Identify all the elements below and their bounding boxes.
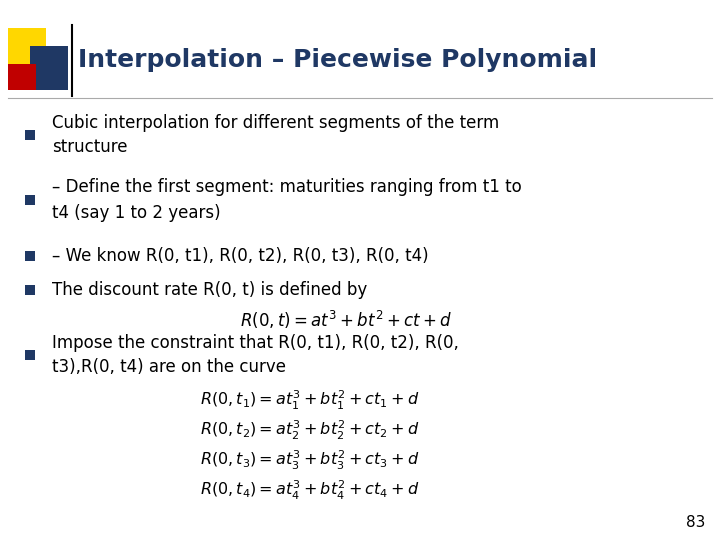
Text: Interpolation – Piecewise Polynomial: Interpolation – Piecewise Polynomial [78, 48, 597, 72]
Text: Cubic interpolation for different segments of the term
structure: Cubic interpolation for different segmen… [52, 113, 499, 157]
Text: $R(0,t_3) = at_3^3 + bt_3^2 + ct_3 + d$: $R(0,t_3) = at_3^3 + bt_3^2 + ct_3 + d$ [200, 448, 419, 471]
Bar [8, 64, 36, 90]
Bar [8, 28, 46, 70]
Bar [25, 285, 35, 295]
Bar [25, 195, 35, 205]
Bar [25, 251, 35, 261]
Bar [30, 46, 68, 90]
Text: $R(0,t) = at^3 + bt^2 + ct + d$: $R(0,t) = at^3 + bt^2 + ct + d$ [240, 309, 452, 331]
Text: The discount rate R(0, t) is defined by: The discount rate R(0, t) is defined by [52, 281, 367, 299]
Text: $R(0,t_2) = at_2^3 + bt_2^2 + ct_2 + d$: $R(0,t_2) = at_2^3 + bt_2^2 + ct_2 + d$ [200, 418, 419, 442]
Bar [25, 350, 35, 360]
Text: – Define the first segment: maturities ranging from t1 to
t4 (say 1 to 2 years): – Define the first segment: maturities r… [52, 179, 522, 221]
Text: $R(0,t_1) = at_1^3 + bt_1^2 + ct_1 + d$: $R(0,t_1) = at_1^3 + bt_1^2 + ct_1 + d$ [200, 388, 419, 411]
Text: $R(0,t_4) = at_4^3 + bt_4^2 + ct_4 + d$: $R(0,t_4) = at_4^3 + bt_4^2 + ct_4 + d$ [200, 478, 419, 502]
Bar [25, 130, 35, 140]
Text: 83: 83 [685, 515, 705, 530]
Text: Impose the constraint that R(0, t1), R(0, t2), R(0,
t3),R(0, t4) are on the curv: Impose the constraint that R(0, t1), R(0… [52, 334, 459, 376]
Text: – We know R(0, t1), R(0, t2), R(0, t3), R(0, t4): – We know R(0, t1), R(0, t2), R(0, t3), … [52, 247, 428, 265]
